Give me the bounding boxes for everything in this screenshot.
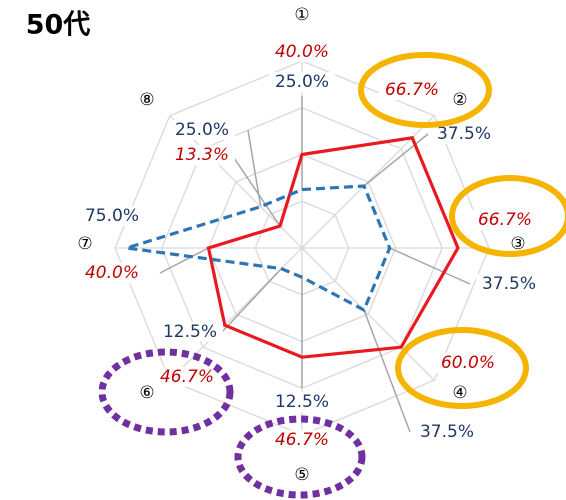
label-bg (476, 274, 542, 294)
highlights (98, 52, 566, 499)
label-bg (79, 206, 145, 226)
label-bg (379, 80, 445, 100)
highlight (234, 415, 366, 499)
highlight (395, 327, 529, 409)
highlight (449, 175, 566, 257)
marks (126, 96, 471, 433)
axis-label: ⑧ (139, 90, 154, 110)
label-bg (154, 367, 220, 387)
data-label: 66.7% (478, 210, 532, 230)
label-bg (435, 353, 501, 373)
data-label: 25.0% (175, 120, 229, 140)
label-bg (414, 422, 480, 442)
label-bg (169, 145, 235, 165)
highlight (98, 348, 234, 436)
data-label: 37.5% (420, 422, 474, 442)
data-label: 13.3% (175, 145, 229, 165)
series-line (206, 135, 460, 359)
label-bg (269, 430, 335, 450)
labels: ① ② ③ ④ ⑤ ⑥ ⑦ ⑧ 40.0% 66.7% 66.7% 60.0% 46.7% 46.7% 40… (77, 5, 542, 485)
label-bg (269, 42, 335, 62)
label-bg (169, 120, 235, 140)
series-line (126, 184, 392, 313)
data-label: 40.0% (275, 42, 329, 62)
data-label: 60.0% (441, 353, 495, 373)
label-bg (79, 263, 145, 283)
leader-line (389, 247, 471, 285)
data-label: 46.7% (275, 430, 329, 450)
leader-line (363, 309, 411, 433)
label-bg (269, 72, 335, 92)
data-label: 37.5% (482, 274, 536, 294)
data-label: 75.0% (85, 206, 139, 226)
axis-line (301, 247, 435, 381)
label-bg (269, 392, 335, 412)
axis-label: ⑤ (294, 465, 309, 485)
leader-line (159, 247, 209, 274)
label-bg (472, 210, 538, 230)
leader-line (231, 154, 281, 227)
axis-label: ⑦ (77, 234, 92, 254)
axis-label: ① (294, 5, 309, 25)
data-label: 46.7% (160, 367, 214, 387)
axis-label: ④ (452, 383, 467, 403)
leader-line (247, 129, 262, 207)
label-bg (157, 322, 223, 342)
data-label: 37.5% (437, 124, 491, 144)
data-label: 12.5% (163, 322, 217, 342)
data-label: 25.0% (275, 72, 329, 92)
leader-line (363, 133, 429, 187)
data-label: 12.5% (275, 392, 329, 412)
axis-label: ⑥ (139, 383, 154, 403)
axis-label: ③ (510, 234, 525, 254)
data-label: 40.0% (85, 263, 139, 283)
highlight (358, 52, 492, 128)
leader-line (221, 268, 282, 333)
axis-label: ② (452, 90, 467, 110)
data-label: 66.7% (385, 80, 439, 100)
label-bg (431, 124, 497, 144)
chart-title: 50代 (26, 10, 91, 41)
